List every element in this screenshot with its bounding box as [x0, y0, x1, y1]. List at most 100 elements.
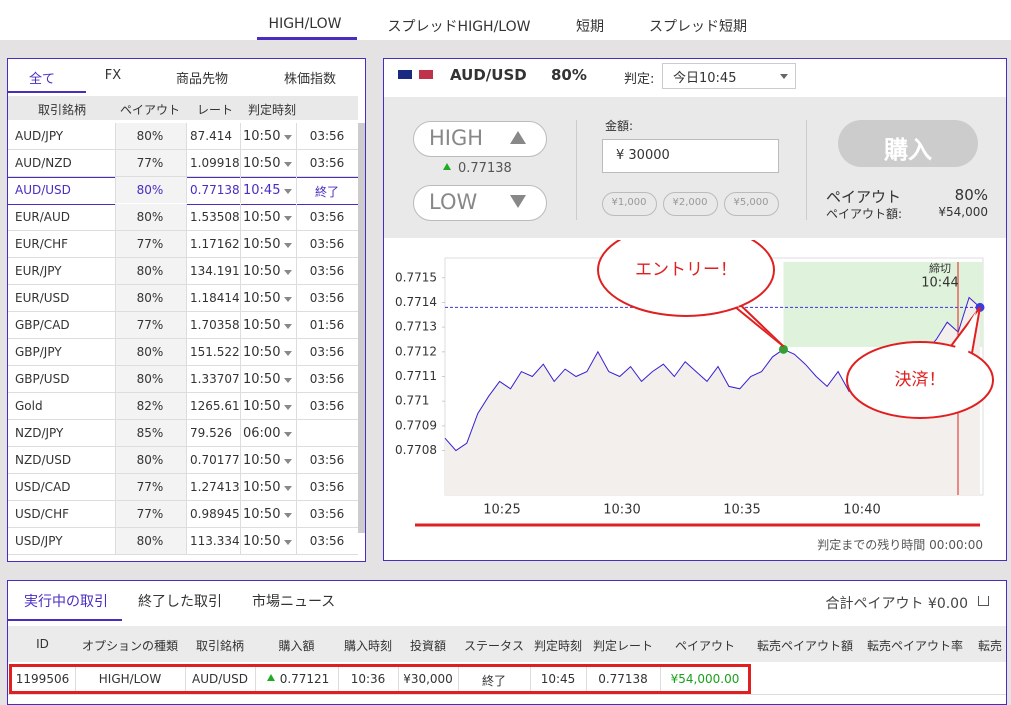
remaining: 03:56 [309, 210, 345, 224]
cell-border [296, 177, 297, 203]
remaining: 03:56 [309, 534, 345, 548]
table-row [8, 664, 1006, 695]
cell-border [115, 447, 116, 473]
payout-value: 80% [954, 186, 988, 204]
expiry: 06:00 [243, 426, 281, 441]
cell-border [115, 150, 116, 176]
x-tick-label: 10:35 [723, 503, 760, 518]
table-row[interactable] [8, 312, 358, 339]
table-row[interactable] [8, 474, 358, 501]
rate: 0.70177 [190, 453, 240, 467]
remaining: 終了 [314, 185, 340, 199]
column-header: 判定時刻 [533, 639, 583, 653]
cell-border [240, 204, 241, 230]
tab-underline [8, 91, 86, 93]
buy-label: 購入 [884, 136, 932, 164]
rate: 1.09918 [190, 156, 240, 170]
export-icon[interactable] [978, 596, 989, 606]
asset-name: USD/CHF [15, 507, 69, 521]
payout: 80% [136, 183, 164, 197]
quick-button[interactable] [724, 192, 779, 216]
payout-cell [115, 474, 186, 500]
trade-tab[interactable]: 市場ニュース [252, 594, 336, 610]
expiry: 10:50 [243, 318, 281, 333]
table-row[interactable] [8, 420, 358, 447]
expiry: 10:50 [243, 237, 281, 252]
cell-border [660, 664, 661, 694]
cell: ¥54,000.00 [670, 672, 740, 686]
table-row[interactable] [8, 258, 358, 285]
table-row[interactable] [8, 204, 358, 231]
remaining: 03:56 [309, 453, 345, 467]
table-row[interactable] [8, 393, 358, 420]
table-row[interactable] [8, 447, 358, 474]
cell-border [185, 664, 186, 694]
table-row[interactable] [8, 501, 358, 528]
asset-name: GBP/USD [15, 372, 70, 386]
cell: 0.77138 [598, 672, 648, 686]
payout: 77% [136, 480, 164, 494]
rate: 0.77138 [190, 183, 240, 197]
table-row[interactable] [8, 150, 358, 177]
payout-cell [115, 285, 186, 311]
cell-border [186, 231, 187, 257]
table-row[interactable] [8, 123, 358, 150]
table-row[interactable] [8, 528, 358, 555]
column-header: 取引銘柄 [195, 639, 245, 653]
expiry: 10:50 [243, 345, 281, 360]
asset-name: EUR/AUD [15, 210, 70, 224]
cell: 10:36 [350, 672, 386, 686]
column-header: ペイアウト [119, 103, 181, 117]
payout-cell [115, 258, 186, 284]
remaining-time: 判定までの残り時間 00:00:00 [817, 538, 983, 552]
amount-input[interactable] [602, 139, 779, 173]
table-row[interactable] [8, 231, 358, 258]
cell-border [296, 447, 297, 473]
trade-tab[interactable]: 終了した取引 [138, 594, 222, 610]
market-tab[interactable]: FX [104, 68, 122, 83]
remaining: 03:56 [309, 291, 345, 305]
cell-border [186, 312, 187, 338]
cell: 終了 [481, 674, 507, 688]
top-tab[interactable]: HIGH/LOW [268, 16, 342, 32]
table-row[interactable] [8, 339, 358, 366]
cell-border [296, 150, 297, 176]
cell-border [186, 123, 187, 149]
asset-name: NZD/USD [15, 453, 72, 467]
cell-border [240, 123, 241, 149]
payout-cell [115, 150, 186, 176]
cell-border [240, 528, 241, 554]
remaining: 03:56 [309, 345, 345, 359]
cell-border [240, 150, 241, 176]
cell-border [115, 204, 116, 230]
top-tab[interactable]: 短期 [576, 19, 604, 35]
top-tab[interactable]: スプレッド短期 [649, 19, 747, 35]
market-tab[interactable]: 商品先物 [175, 72, 229, 87]
cell-border [458, 664, 459, 694]
market-tab[interactable]: 全て [28, 72, 56, 87]
table-row[interactable] [8, 285, 358, 312]
cell-border [186, 447, 187, 473]
cell-border [115, 258, 116, 284]
trade-tab[interactable]: 実行中の取引 [24, 594, 108, 610]
asset-name: EUR/JPY [15, 264, 62, 278]
rate: 1.17162 [190, 237, 240, 251]
top-bar [0, 0, 1011, 40]
cell-border [530, 664, 531, 694]
top-tab[interactable]: スプレッドHIGH/LOW [387, 19, 531, 35]
dropdown-arrow [284, 513, 292, 518]
quick-button[interactable] [663, 192, 718, 216]
buy-button[interactable] [838, 120, 978, 167]
asset-name: USD/CAD [15, 480, 71, 494]
rate: 87.414 [190, 129, 232, 143]
quick-button[interactable] [602, 192, 657, 216]
cell-border [115, 285, 116, 311]
cell-border [186, 393, 187, 419]
market-tab[interactable]: 株価指数 [283, 72, 337, 87]
judge-select[interactable] [662, 63, 796, 89]
rate: 1265.61 [190, 399, 240, 413]
table-row[interactable] [8, 366, 358, 393]
dropdown-arrow [284, 216, 292, 221]
cell-border [186, 474, 187, 500]
